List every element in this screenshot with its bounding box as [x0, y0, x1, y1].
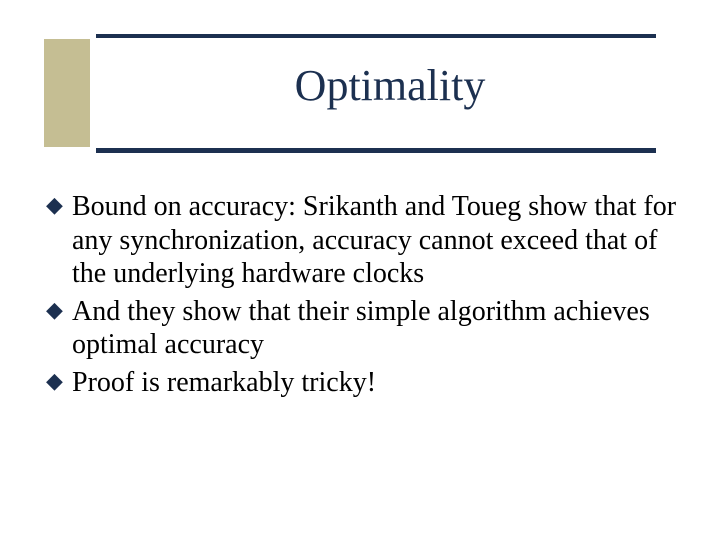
body-area: ◆ Bound on accuracy: Srikanth and Toueg … — [44, 190, 680, 404]
bullet-text: Bound on accuracy: Srikanth and Toueg sh… — [72, 190, 680, 291]
slide-title: Optimality — [100, 60, 680, 111]
top-rule — [96, 34, 656, 38]
bullet-text: Proof is remarkably tricky! — [72, 366, 680, 400]
bullet-item: ◆ Proof is remarkably tricky! — [44, 366, 680, 400]
title-underline — [96, 148, 656, 153]
diamond-bullet-icon: ◆ — [44, 366, 72, 396]
bullet-text: And they show that their simple algorith… — [72, 295, 680, 362]
bullet-item: ◆ And they show that their simple algori… — [44, 295, 680, 362]
accent-tab — [44, 39, 90, 147]
diamond-bullet-icon: ◆ — [44, 190, 72, 220]
bullet-item: ◆ Bound on accuracy: Srikanth and Toueg … — [44, 190, 680, 291]
slide: Optimality ◆ Bound on accuracy: Srikanth… — [0, 0, 720, 540]
diamond-bullet-icon: ◆ — [44, 295, 72, 325]
